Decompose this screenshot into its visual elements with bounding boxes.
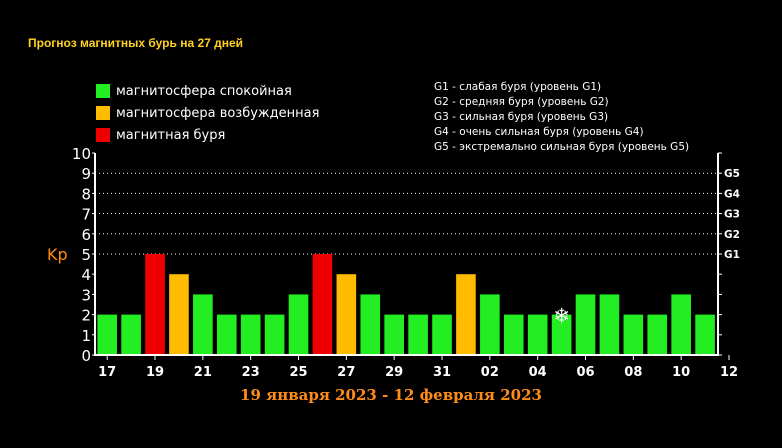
bar-day-11 (336, 274, 357, 354)
legend: магнитосфера спокойная магнитосфера возб… (96, 80, 319, 146)
bar-day-25 (671, 294, 691, 354)
bar-day-16 (456, 274, 476, 354)
y-tick-label: 8 (81, 185, 91, 203)
y-tick-label: 0 (81, 347, 91, 365)
legend-label-excited: магнитосфера возбужденная (116, 105, 320, 121)
legend-swatch-excited (96, 106, 110, 120)
x-tick-label: 23 (242, 365, 260, 380)
legend-label-storm: магнитная буря (116, 127, 226, 143)
right-level-label-g1: G1 (724, 249, 740, 261)
x-tick-label: 31 (433, 365, 451, 380)
y-tick-label: 4 (81, 266, 91, 284)
date-range: 19 января 2023 - 12 февраля 2023 (240, 386, 542, 404)
bar-day-26 (695, 314, 715, 354)
legend-swatch-calm (96, 84, 110, 98)
bar-day-17 (480, 294, 500, 354)
bar-day-8 (264, 314, 285, 354)
storm-level-g5: G5 - экстремально сильная буря (уровень … (434, 141, 690, 153)
bar-day-12 (360, 294, 381, 354)
chart-title: Прогноз магнитных бурь на 27 дней (28, 36, 244, 50)
bar-day-2 (121, 314, 141, 354)
x-tick-label: 29 (385, 365, 403, 380)
right-level-label-g5: G5 (724, 168, 740, 180)
bar-day-22 (599, 294, 620, 354)
storm-level-g4: G4 - очень сильная буря (уровень G4) (434, 126, 644, 138)
storm-level-g3: G3 - сильная буря (уровень G3) (434, 111, 609, 123)
x-tick-label: 21 (194, 365, 212, 380)
bar-day-19 (527, 314, 548, 354)
legend-item-storm: магнитная буря (96, 124, 319, 146)
storm-levels-legend: G1 - слабая буря (уровень G1) G2 - средн… (434, 80, 689, 155)
bar-day-9 (288, 294, 309, 354)
bar-day-18 (503, 314, 524, 354)
snowflake-icon: ❄ (553, 304, 570, 328)
bar-day-10 (312, 254, 333, 354)
bar-day-23 (623, 314, 644, 354)
storm-level-g1: G1 - слабая буря (уровень G1) (434, 81, 602, 93)
legend-item-excited: магнитосфера возбужденная (96, 102, 319, 124)
bar-day-7 (240, 314, 261, 354)
x-tick-label: 19 (146, 365, 164, 380)
storm-level-g2: G2 - средняя буря (уровень G2) (434, 96, 609, 108)
legend-label-calm: магнитосфера спокойная (116, 83, 292, 99)
bar-day-20 (551, 314, 572, 354)
x-tick-label: 25 (289, 365, 307, 380)
y-tick-label: 5 (81, 246, 91, 264)
bar-day-21 (575, 294, 596, 354)
x-tick-label: 06 (576, 365, 594, 380)
x-tick-label: 10 (672, 365, 690, 380)
y-tick-label: 10 (72, 145, 91, 163)
y-tick-label: 9 (81, 165, 91, 183)
bar-day-5 (193, 294, 213, 354)
y-axis-title: Kp (47, 245, 68, 264)
bar-day-1 (97, 314, 118, 354)
x-tick-label: 04 (529, 365, 547, 380)
right-level-label-g2: G2 (724, 229, 740, 241)
bar-day-13 (384, 314, 404, 354)
y-tick-label: 6 (81, 226, 91, 244)
legend-swatch-storm (96, 128, 110, 142)
y-tick-label: 1 (81, 327, 91, 345)
bar-day-6 (216, 314, 237, 354)
y-tick-label: 2 (81, 307, 91, 325)
y-tick-label: 7 (81, 206, 91, 224)
bar-day-15 (432, 314, 452, 354)
x-tick-label: 12 (720, 365, 738, 380)
x-tick-label: 08 (624, 365, 642, 380)
legend-item-calm: магнитосфера спокойная (96, 80, 319, 102)
x-tick-label: 02 (481, 365, 499, 380)
bar-day-4 (169, 274, 189, 354)
right-level-label-g3: G3 (724, 209, 740, 221)
x-tick-label: 17 (98, 365, 116, 380)
x-tick-label: 27 (337, 365, 355, 380)
y-tick-label: 3 (81, 286, 91, 304)
right-level-label-g4: G4 (724, 188, 740, 200)
bar-day-24 (647, 314, 668, 354)
bar-day-14 (408, 314, 428, 354)
bar-day-3 (145, 254, 165, 354)
